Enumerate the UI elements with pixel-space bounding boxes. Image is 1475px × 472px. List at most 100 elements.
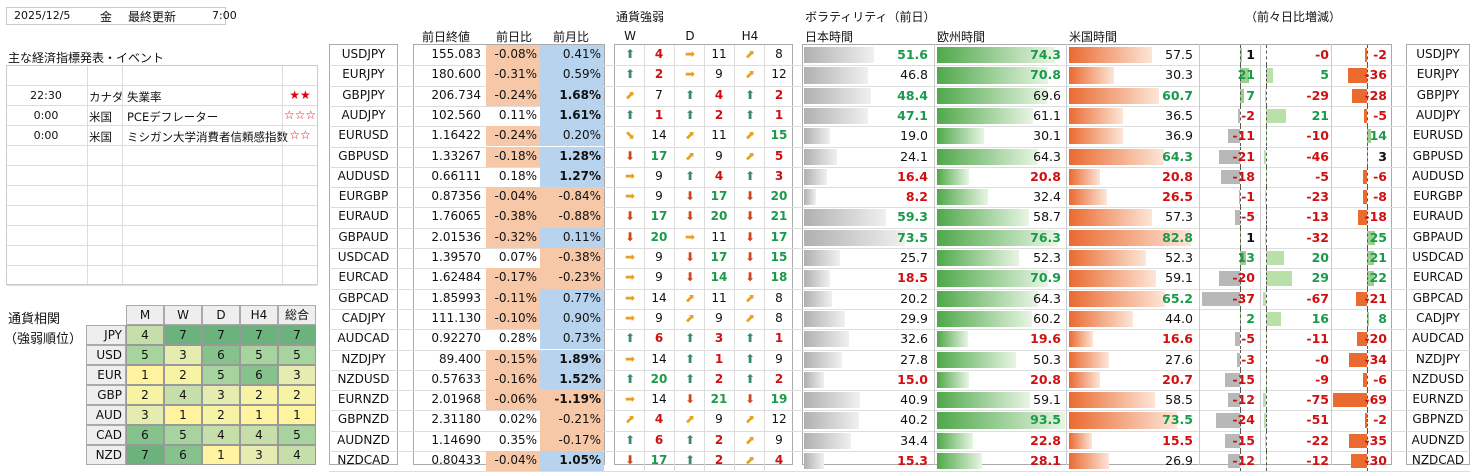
arrow-down-icon: ⬇ [624, 453, 636, 467]
arrow-ur-icon: ⬈ [684, 311, 696, 325]
vol-us-value: 52.3 [1069, 250, 1197, 265]
vol-jp-value: 59.3 [804, 209, 932, 224]
diff-jp: -18 [1201, 169, 1257, 184]
strength-col-divider [764, 207, 765, 227]
diff-us: -34 [1333, 352, 1389, 367]
strength-col-divider [704, 451, 705, 471]
day-change: 0.35% [486, 431, 540, 451]
close-price: 89.400 [414, 352, 484, 366]
diff-us: -2 [1333, 412, 1389, 427]
close-price: 0.92270 [414, 331, 484, 345]
arrow-right-icon: ➡ [624, 250, 636, 264]
vol-jp-value: 15.3 [804, 453, 932, 468]
diff-eu: -9 [1263, 372, 1331, 387]
vol-col-divider [1260, 44, 1261, 465]
vol-us-value: 82.8 [1069, 230, 1197, 245]
arrow-ur-icon: ⬈ [744, 128, 756, 142]
strength-h4-value: 12 [768, 412, 790, 426]
diff-jp: -1 [1201, 189, 1257, 204]
pair-label: USDCAD [330, 250, 397, 264]
vol-eu-value: 74.3 [937, 47, 1065, 62]
strength-d-value: 9 [708, 67, 730, 81]
strength-d-value: 11 [708, 47, 730, 61]
strength-col-divider [764, 167, 765, 187]
strength-col-divider [674, 126, 675, 146]
diff-jp: -5 [1201, 209, 1257, 224]
strength-col-divider [644, 228, 645, 248]
strength-w-value: 9 [648, 311, 670, 325]
vol-eu-value: 50.3 [937, 352, 1065, 367]
strength-col-divider [734, 167, 735, 187]
strength-col-divider [734, 370, 735, 390]
arrow-right-icon: ➡ [624, 392, 636, 406]
strength-w-value: 7 [648, 88, 670, 102]
diff-jp: 2 [1201, 311, 1257, 326]
day-change: -0.04% [486, 451, 540, 471]
arrow-down-icon: ⬇ [624, 149, 636, 163]
strength-col-divider [674, 350, 675, 370]
month-change: 0.90% [540, 309, 604, 329]
strength-col-divider [674, 65, 675, 85]
pair-label-right: EURJPY [1407, 67, 1469, 81]
diff-us: -20 [1333, 331, 1389, 346]
strength-w-value: 17 [648, 453, 670, 467]
strength-h4-value: 21 [768, 209, 790, 223]
vol-jp-value: 40.9 [804, 392, 932, 407]
arrow-ur-icon: ⬈ [744, 453, 756, 467]
close-price: 111.130 [414, 311, 484, 325]
diff-eu: -5 [1263, 169, 1331, 184]
strength-h4-value: 15 [768, 128, 790, 142]
strength-col-divider [644, 147, 645, 167]
strength-col-divider [704, 45, 705, 65]
vol-jp-value: 73.5 [804, 230, 932, 245]
strength-h4-value: 1 [768, 331, 790, 345]
arrow-down-icon: ⬇ [744, 270, 756, 284]
vol-jp-value: 8.2 [804, 189, 932, 204]
diff-eu: -67 [1263, 291, 1331, 306]
pair-label: EURNZD [330, 392, 397, 406]
strength-col-divider [674, 289, 675, 309]
arrow-down-icon: ⬇ [744, 189, 756, 203]
strength-col-divider [674, 410, 675, 430]
arrow-ur-icon: ⬈ [624, 88, 636, 102]
diff-eu: -11 [1263, 331, 1331, 346]
strength-col-divider [704, 370, 705, 390]
vol-us-value: 27.6 [1069, 352, 1197, 367]
strength-col-divider [674, 147, 675, 167]
strength-h4-value: 20 [768, 189, 790, 203]
vol-jp-value: 48.4 [804, 88, 932, 103]
vol-eu-value: 30.1 [937, 128, 1065, 143]
vol-jp-value: 47.1 [804, 108, 932, 123]
strength-d-value: 2 [708, 453, 730, 467]
strength-col-divider [764, 126, 765, 146]
strength-col-divider [734, 147, 735, 167]
pair-label-right: USDCAD [1407, 250, 1469, 264]
vol-eu-value: 69.6 [937, 88, 1065, 103]
strength-col-divider [764, 350, 765, 370]
vol-col-divider [934, 44, 935, 465]
strength-col-divider [644, 350, 645, 370]
diff-eu: -0 [1263, 352, 1331, 367]
vol-us-value: 65.2 [1069, 291, 1197, 306]
vol-jp-value: 16.4 [804, 169, 932, 184]
strength-col-divider [734, 228, 735, 248]
diff-jp: 7 [1201, 88, 1257, 103]
arrow-right-icon: ➡ [684, 230, 696, 244]
arrow-up-icon: ⬆ [744, 169, 756, 183]
strength-w-value: 9 [648, 250, 670, 264]
pair-label: NZDCAD [330, 453, 397, 467]
vol-col-divider [1199, 44, 1200, 465]
strength-col-divider [764, 86, 765, 106]
pair-label-right: AUDJPY [1407, 108, 1469, 122]
strength-col-divider [704, 390, 705, 410]
strength-col-divider [734, 390, 735, 410]
pair-label-right: USDJPY [1407, 47, 1469, 61]
diff-eu: -32 [1263, 230, 1331, 245]
strength-d-value: 14 [708, 270, 730, 284]
month-change: -0.88% [540, 207, 604, 227]
diff-jp: -12 [1201, 453, 1257, 468]
month-change: -0.21% [540, 410, 604, 430]
pair-label: EURAUD [330, 209, 397, 223]
close-price: 0.87356 [414, 189, 484, 203]
strength-d-value: 17 [708, 250, 730, 264]
